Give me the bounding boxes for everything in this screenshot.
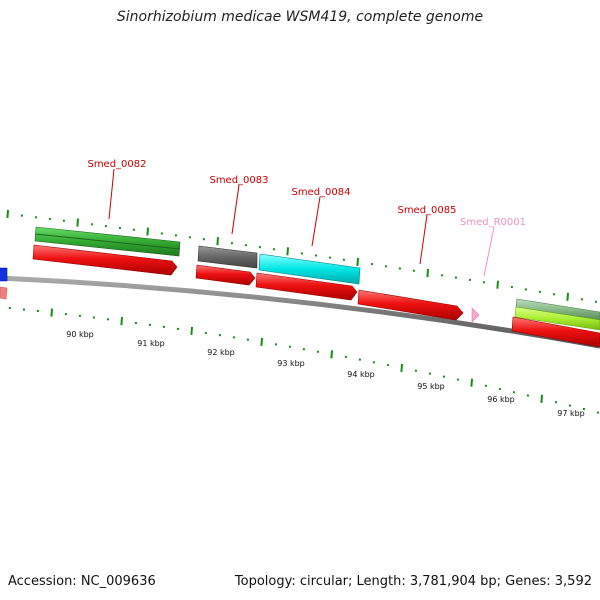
scale-label-96-kbp: 96 kbp [487,395,515,404]
genome-title: Sinorhizobium medicae WSM419, complete g… [116,9,484,25]
major-tick [216,237,219,246]
major-tick [260,337,263,347]
cds-track [0,244,600,348]
scale-label-90-kbp: 90 kbp [66,330,94,339]
major-tick [566,292,569,301]
major-tick [330,350,333,359]
scale-label-91-kbp: 91 kbp [137,339,165,348]
blue-feature-left-edge[interactable] [0,267,8,282]
cds-arrow-smed-0085[interactable] [357,289,464,321]
scale-label-97-kbp: 97 kbp [557,409,585,418]
salmon-feature-left-edge[interactable] [0,286,8,300]
genome-summary: Topology: circular; Length: 3,781,904 bp… [234,574,592,589]
upper-tick-row [6,209,597,303]
gene-label-smed-0082[interactable]: Smed_0082 [87,159,146,170]
cog-track [34,226,600,331]
feature-bar-sage[interactable] [515,298,600,321]
cds-arrow-smed-0084[interactable] [255,272,358,301]
gene-label-smed-0084[interactable]: Smed_0084 [291,187,350,198]
major-tick [540,394,543,403]
scale-label-94-kbp: 94 kbp [347,370,375,379]
rna-arrow-smed-r0001[interactable] [471,307,480,323]
gene-label-smed-r0001[interactable]: Smed_R0001 [460,217,526,228]
feature-bar-lime[interactable] [514,306,600,331]
gene-labels: Smed_0082 Smed_0083 Smed_0084 Smed_0085 … [87,159,526,228]
feature-bar-cyan[interactable] [258,253,361,285]
major-tick [286,247,289,256]
major-tick [120,317,123,326]
cds-arrow-smed-0083[interactable] [195,264,256,286]
major-tick [496,280,499,289]
cds-arrow-smed-0082[interactable] [32,244,178,276]
gene-label-smed-0083[interactable]: Smed_0083 [209,175,268,186]
major-tick [400,363,403,372]
major-tick [6,209,9,219]
gene-label-smed-0085[interactable]: Smed_0085 [397,205,456,216]
major-tick [50,308,53,317]
accession-label: Accession: NC_009636 [8,574,156,589]
gene-leader-lines [108,168,495,277]
lower-tick-row [8,306,599,414]
feature-bar-gray[interactable] [197,245,258,269]
major-tick [146,227,149,236]
major-tick [76,218,79,227]
scale-label-92-kbp: 92 kbp [207,348,235,357]
major-tick [426,268,429,278]
major-tick [190,326,193,335]
major-tick [356,257,359,266]
scale-label-95-kbp: 95 kbp [417,382,445,391]
major-tick [470,378,473,387]
scale-label-93-kbp: 93 kbp [277,359,305,368]
scale-labels: 90 kbp 91 kbp 92 kbp 93 kbp 94 kbp 95 kb… [66,330,585,418]
cds-arrow-right-edge[interactable] [511,316,600,348]
